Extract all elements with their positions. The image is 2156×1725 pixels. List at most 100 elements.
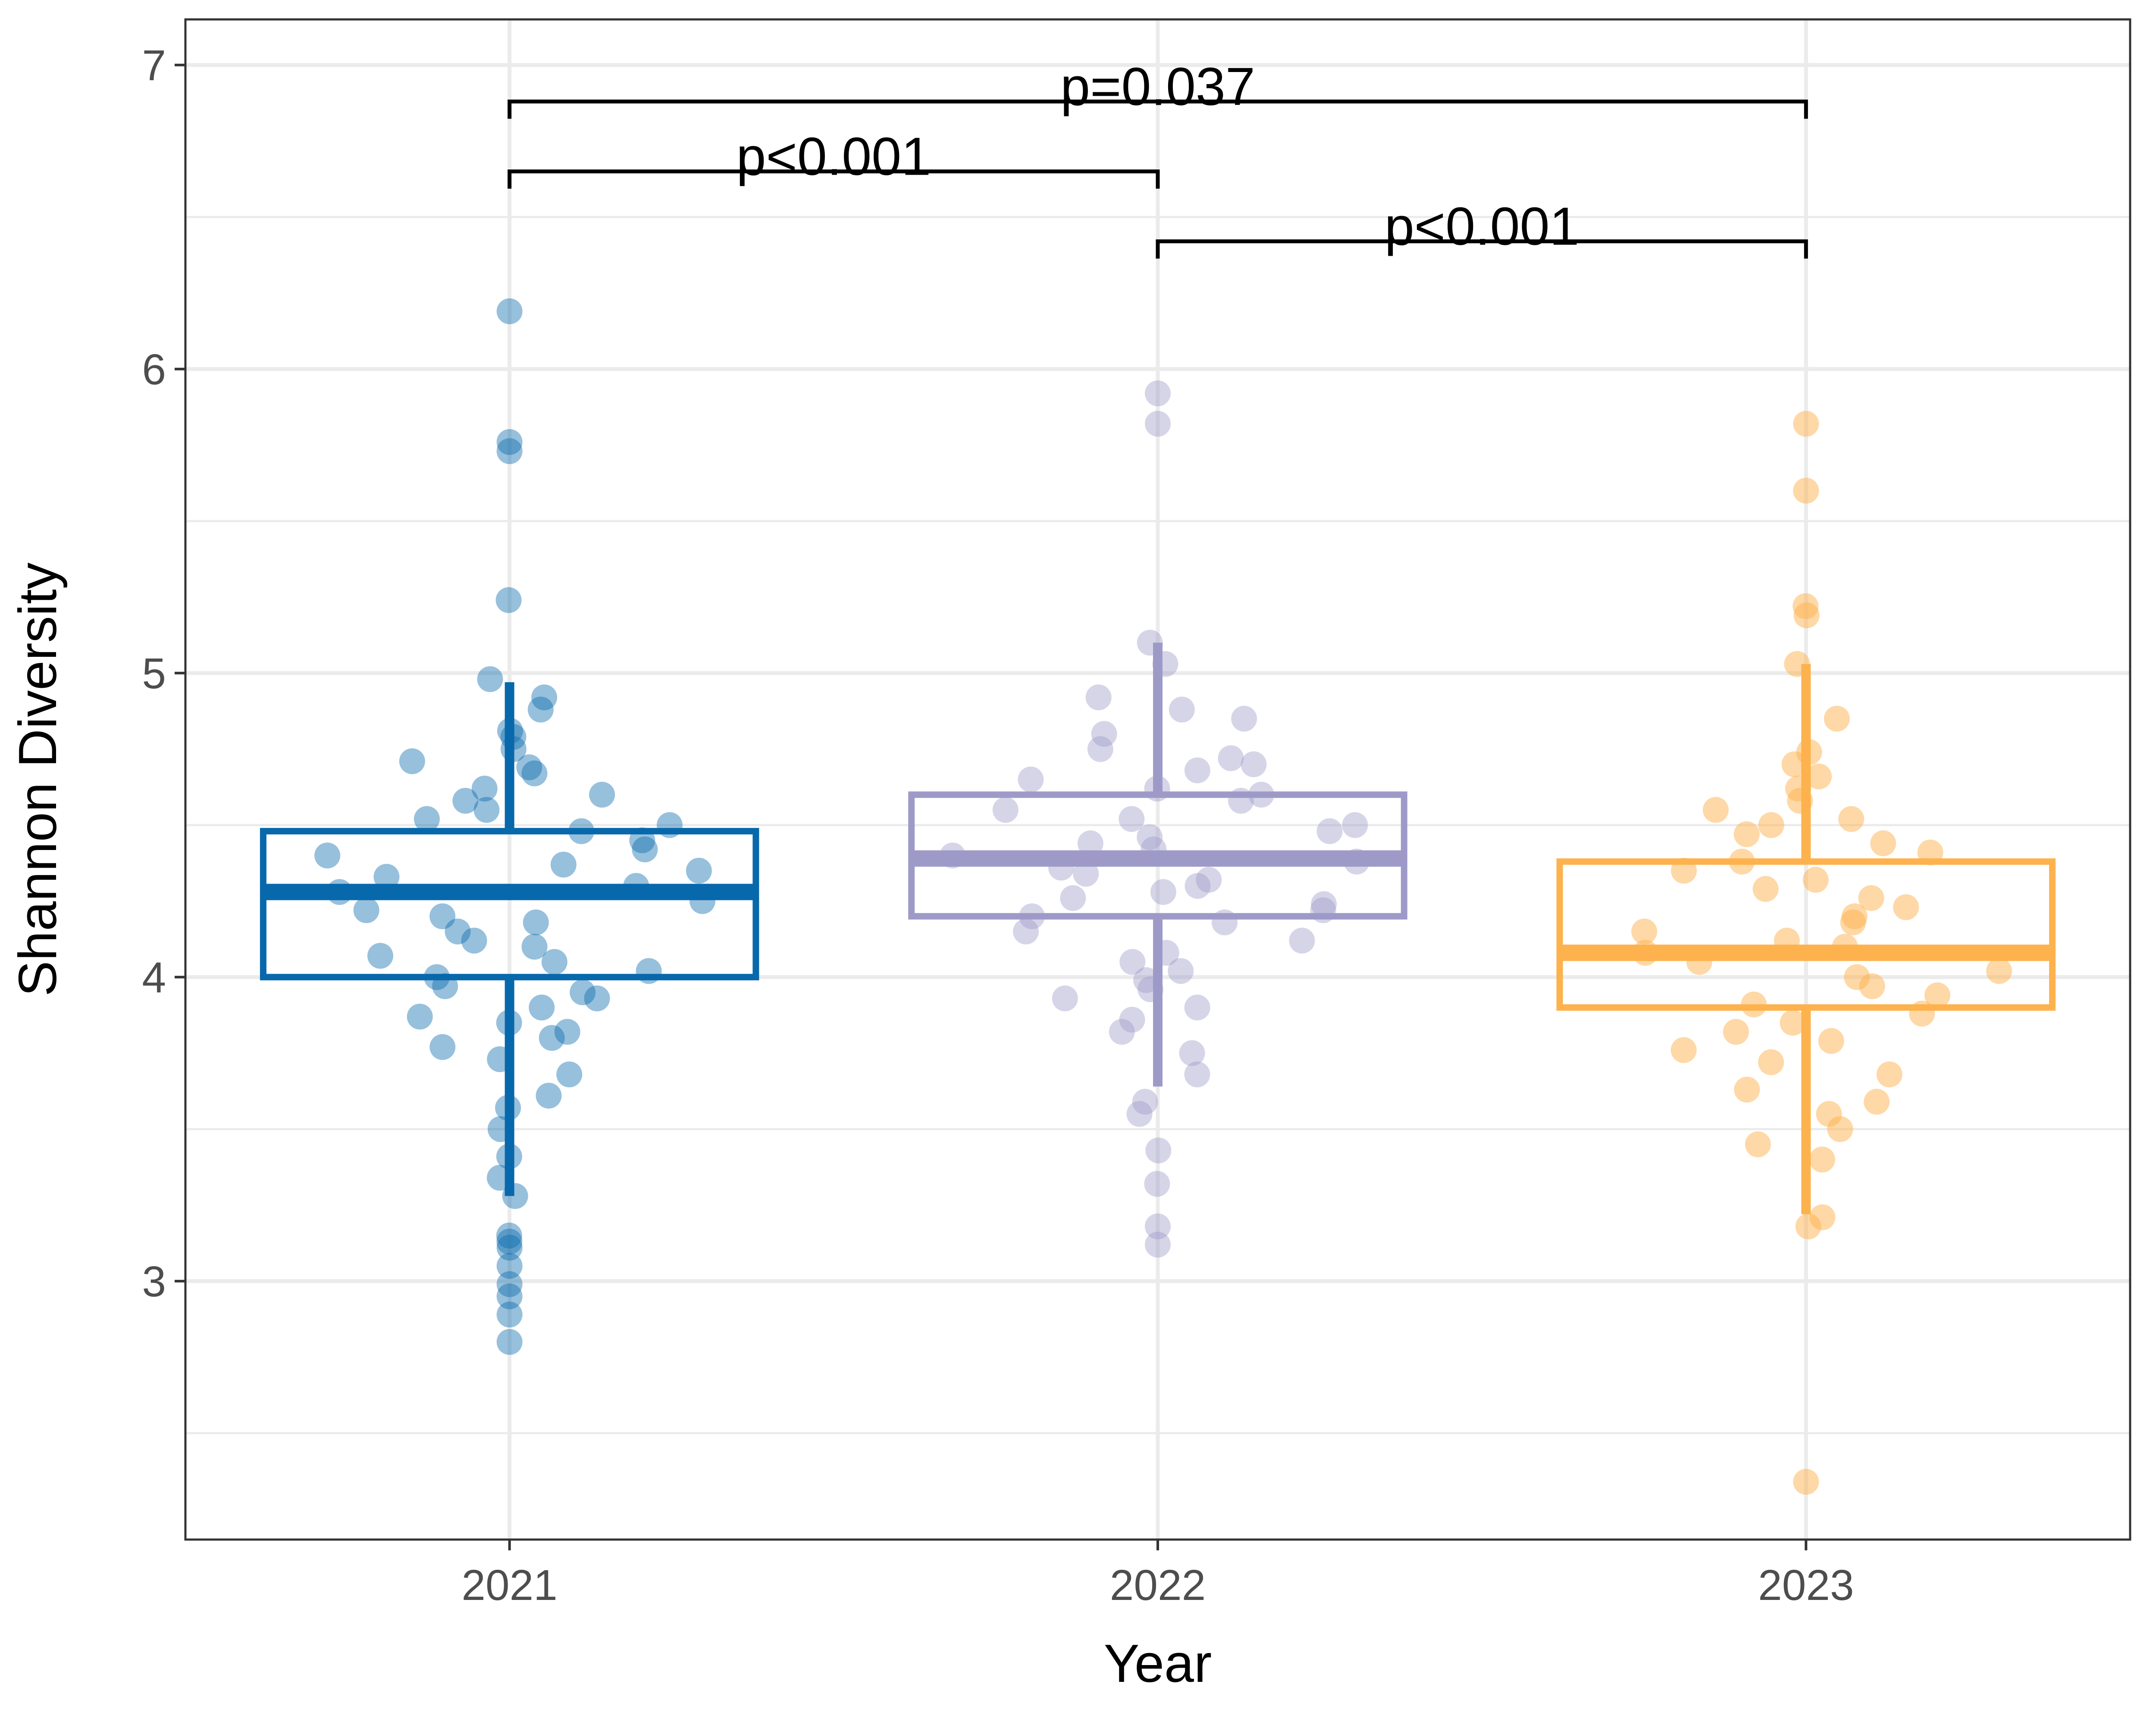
data-point <box>1781 751 1808 778</box>
x-tick-label: 2022 <box>1110 1561 1206 1609</box>
data-point <box>1793 477 1819 504</box>
data-point <box>1145 411 1171 437</box>
data-point <box>314 842 341 869</box>
data-point <box>1758 1049 1784 1076</box>
data-point <box>1893 894 1919 920</box>
data-point <box>521 760 548 787</box>
data-point <box>429 903 456 929</box>
box-iqr <box>260 828 759 981</box>
data-point <box>570 979 596 1005</box>
data-point <box>1859 973 1885 999</box>
data-point <box>541 949 567 975</box>
data-point <box>1133 967 1159 993</box>
data-point <box>523 909 549 935</box>
data-point <box>1109 1019 1135 1045</box>
data-point <box>452 787 479 814</box>
data-point <box>1126 1101 1153 1127</box>
data-point <box>584 985 610 1012</box>
data-point <box>556 1061 583 1088</box>
data-point <box>1670 1037 1697 1063</box>
data-point <box>1924 982 1951 1009</box>
data-point <box>632 836 658 862</box>
data-point <box>1119 1007 1145 1033</box>
data-point <box>1840 909 1866 935</box>
data-point <box>1864 1088 1890 1115</box>
data-point <box>516 754 542 781</box>
data-point <box>1758 812 1784 838</box>
data-point <box>1795 1213 1821 1239</box>
significance-bracket <box>1156 239 1808 259</box>
data-point <box>1733 821 1760 847</box>
data-point <box>399 748 425 775</box>
data-point <box>353 897 379 923</box>
data-point <box>477 666 503 692</box>
data-point <box>1824 706 1850 732</box>
data-point <box>1132 1088 1158 1115</box>
data-point <box>529 994 555 1021</box>
data-point <box>1119 949 1146 975</box>
axes: 3 4 5 6 7 2021 2022 2023 <box>142 41 1854 1609</box>
data-point <box>496 1223 522 1248</box>
data-point <box>1723 1019 1749 1045</box>
data-point <box>521 934 548 960</box>
data-point <box>550 851 577 878</box>
data-point <box>473 797 500 823</box>
data-point <box>1870 830 1896 856</box>
data-point <box>1060 885 1086 911</box>
data-point <box>496 1253 523 1279</box>
data-point <box>1818 1028 1844 1054</box>
data-point <box>686 858 712 884</box>
data-point <box>536 1082 562 1109</box>
y-tick-label: 3 <box>142 1258 166 1306</box>
jitter-points <box>314 298 2012 1495</box>
data-point <box>554 1019 580 1045</box>
data-point <box>1013 919 1039 944</box>
boxplots <box>260 643 2056 1214</box>
data-point <box>1144 1171 1170 1197</box>
data-point <box>1827 1116 1853 1142</box>
data-point <box>496 1283 523 1309</box>
data-point <box>1179 1040 1205 1066</box>
data-point <box>471 775 498 802</box>
data-point <box>1809 1146 1835 1173</box>
significance-bracket <box>508 169 1160 189</box>
data-point <box>496 1329 523 1355</box>
data-point <box>496 429 523 455</box>
data-point <box>1793 411 1819 437</box>
x-tick-label: 2023 <box>1758 1561 1854 1609</box>
y-tick-label: 4 <box>142 953 166 1002</box>
data-point <box>531 684 558 711</box>
data-point <box>1185 873 1211 899</box>
data-point <box>1752 876 1779 902</box>
data-point <box>1858 885 1884 911</box>
data-point <box>1184 1061 1210 1088</box>
data-point <box>1218 745 1244 772</box>
data-point <box>1145 380 1171 407</box>
data-point <box>496 1271 523 1297</box>
data-point <box>992 797 1018 823</box>
data-point <box>1986 958 2012 984</box>
data-point <box>461 928 487 954</box>
data-point <box>1169 696 1195 723</box>
significance-bracket <box>508 99 1808 119</box>
data-point <box>1196 867 1222 893</box>
data-point <box>496 1235 523 1261</box>
data-point <box>1231 706 1257 732</box>
data-point <box>1018 766 1044 793</box>
data-point <box>1137 824 1163 850</box>
significance-label: p<0.001 <box>1385 197 1579 257</box>
data-point <box>1085 684 1112 711</box>
data-point <box>1802 867 1829 893</box>
data-point <box>1184 757 1210 784</box>
data-point <box>1087 736 1113 762</box>
data-point <box>367 943 393 969</box>
data-point <box>496 438 523 464</box>
data-point <box>539 1025 565 1051</box>
data-point <box>1702 797 1729 823</box>
data-point <box>1793 1469 1819 1495</box>
data-point <box>496 298 523 324</box>
data-point <box>1780 1010 1806 1036</box>
data-point <box>1631 919 1658 944</box>
data-point <box>1150 879 1176 905</box>
data-point <box>1311 891 1337 917</box>
